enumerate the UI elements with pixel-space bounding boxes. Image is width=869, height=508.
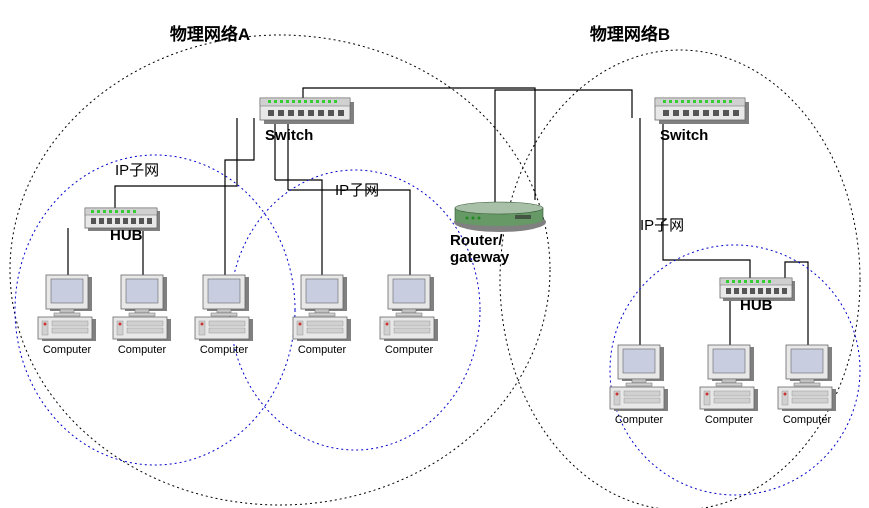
subnet-label: IP子网 <box>335 182 379 199</box>
hub-label: HUB <box>740 297 773 314</box>
subnet-label: IP子网 <box>640 217 684 234</box>
edge <box>275 180 322 275</box>
computer-label: Computer <box>615 414 664 426</box>
subnet-label: IP子网 <box>115 162 159 179</box>
computer-label: Computer <box>783 414 832 426</box>
edge <box>288 190 410 275</box>
devices <box>38 98 836 411</box>
network-label: 物理网络B <box>590 24 670 44</box>
router-label: Router/ <box>450 232 503 249</box>
computer-label: Computer <box>43 344 92 356</box>
computer-icon <box>113 275 171 341</box>
computer-label: Computer <box>298 344 347 356</box>
computer-label: Computer <box>705 414 754 426</box>
computer-icon <box>778 345 836 411</box>
computer-icon <box>293 275 351 341</box>
computer-icon <box>195 275 253 341</box>
network-diagram: 物理网络A 物理网络B IP子网 IP子网 IP子网 Switch Switch HUB HUB… <box>0 0 869 508</box>
network-label: 物理网络A <box>170 24 250 44</box>
hub-label: HUB <box>110 227 143 244</box>
edge <box>785 262 808 345</box>
computer-icon <box>38 275 96 341</box>
computer-label: Computer <box>118 344 167 356</box>
computer-icon <box>700 345 758 411</box>
computer-label: Computer <box>385 344 434 356</box>
router-icon <box>454 202 546 232</box>
switch-icon <box>655 98 749 124</box>
computer-label: Computer <box>200 344 249 356</box>
router-label: gateway <box>450 249 510 266</box>
switch-label: Switch <box>265 127 313 144</box>
computer-icon <box>380 275 438 341</box>
switch-label: Switch <box>660 127 708 144</box>
computer-icon <box>610 345 668 411</box>
switch-icon <box>260 98 354 124</box>
subnet-boundary <box>230 170 480 450</box>
